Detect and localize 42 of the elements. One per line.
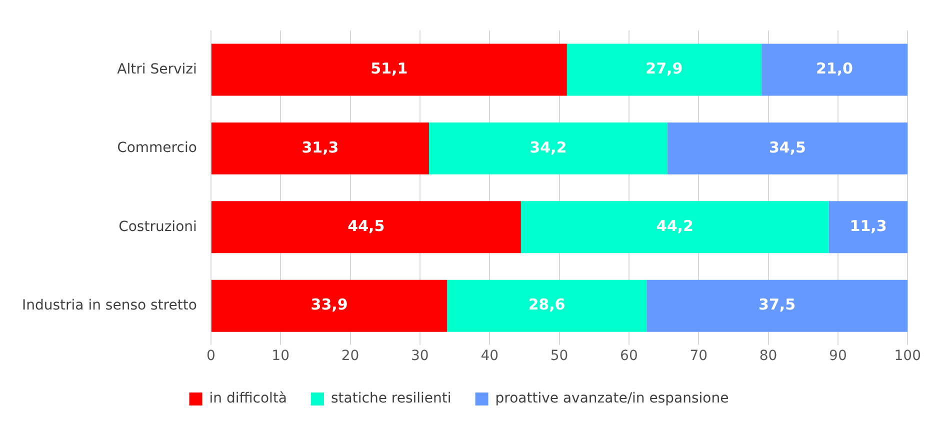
bar <box>447 280 646 332</box>
y-tick-label: Commercio <box>117 140 197 156</box>
bar <box>667 122 908 174</box>
data-label: 37,5 <box>758 296 796 314</box>
y-tick-label: Altri Servizi <box>117 61 197 78</box>
bar <box>566 44 762 96</box>
legend-label: in difficoltà <box>209 390 288 407</box>
data-label: 33,9 <box>310 296 348 314</box>
x-tick-label: 60 <box>620 348 638 364</box>
x-tick-label: 90 <box>829 348 847 364</box>
legend-label: proattive avanzate/in espansione <box>495 390 729 407</box>
x-tick-label: 20 <box>341 348 360 364</box>
bar <box>646 280 908 332</box>
data-label: 51,1 <box>370 60 408 78</box>
data-label: 34,2 <box>530 138 567 156</box>
data-label: 44,2 <box>656 217 694 236</box>
x-tick-label: 0 <box>206 348 216 364</box>
bar <box>828 201 908 254</box>
x-tick-label: 10 <box>272 348 290 364</box>
legend-label: statiche resilienti <box>331 390 452 407</box>
bar <box>211 122 429 174</box>
data-label: 11,3 <box>850 217 887 236</box>
x-tick-label: 30 <box>411 348 429 364</box>
y-tick-label: Costruzioni <box>118 218 197 235</box>
bar <box>211 201 521 254</box>
bar <box>211 280 448 332</box>
bar <box>520 201 829 254</box>
bar <box>761 44 908 96</box>
data-label: 27,9 <box>646 60 683 78</box>
data-label: 44,5 <box>348 217 385 236</box>
data-label: 34,5 <box>768 138 806 156</box>
data-label: 21,0 <box>816 60 853 78</box>
bar <box>211 44 567 96</box>
x-tick-label: 100 <box>894 348 922 364</box>
data-label: 31,3 <box>302 138 339 156</box>
data-label: 28,6 <box>528 296 566 314</box>
y-tick-label: Industria in senso stretto <box>22 297 197 314</box>
x-tick-label: 80 <box>759 348 778 364</box>
x-tick-label: 40 <box>480 348 499 364</box>
x-tick-label: 70 <box>690 348 708 364</box>
bar <box>428 122 668 174</box>
x-tick-label: 50 <box>550 348 568 364</box>
